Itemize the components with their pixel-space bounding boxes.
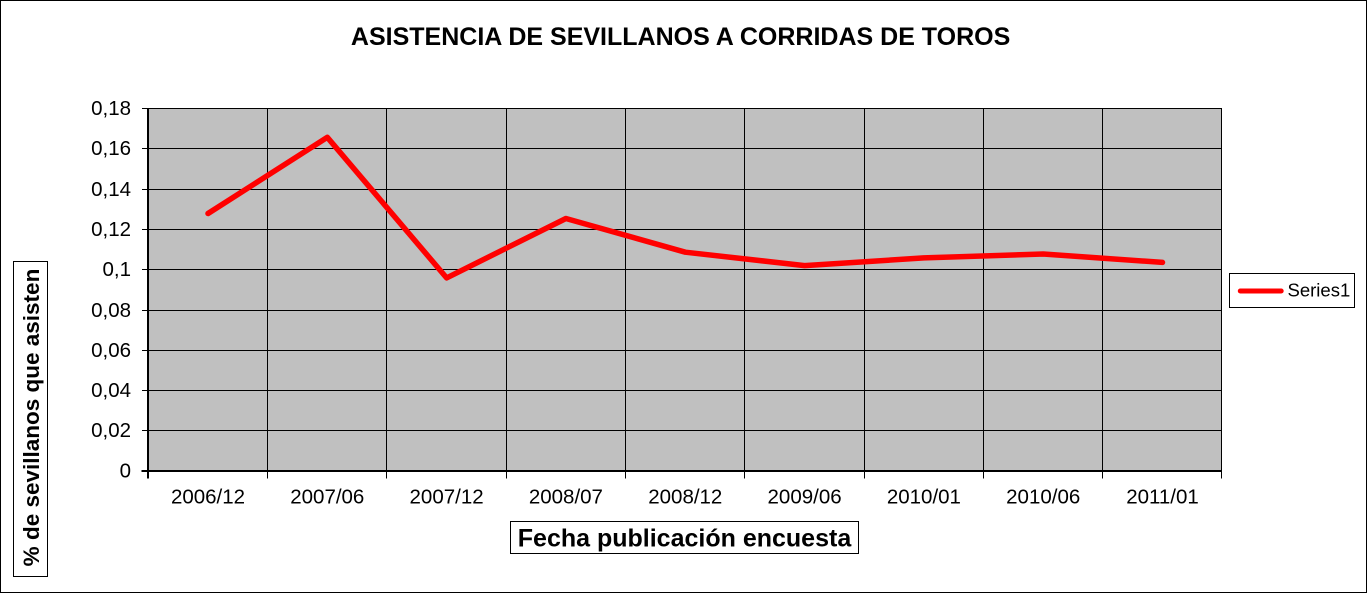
svg-text:0,08: 0,08 — [91, 299, 131, 322]
svg-text:0,06: 0,06 — [91, 339, 131, 362]
svg-text:Series1: Series1 — [1288, 280, 1351, 301]
svg-text:ASISTENCIA DE SEVILLANOS A COR: ASISTENCIA DE SEVILLANOS A CORRIDAS DE T… — [351, 23, 1010, 51]
svg-text:2008/12: 2008/12 — [648, 486, 722, 509]
svg-text:2009/06: 2009/06 — [768, 486, 842, 509]
svg-text:Fecha publicación encuesta: Fecha publicación encuesta — [518, 524, 853, 552]
svg-text:2011/01: 2011/01 — [1126, 486, 1199, 509]
svg-text:2007/06: 2007/06 — [290, 486, 364, 509]
svg-text:% de sevillanos que asisten: % de sevillanos que asisten — [19, 269, 44, 567]
svg-text:0: 0 — [120, 460, 131, 483]
svg-text:2007/12: 2007/12 — [410, 486, 484, 509]
svg-text:0,18: 0,18 — [91, 97, 131, 120]
svg-text:0,12: 0,12 — [91, 218, 131, 241]
svg-text:0,16: 0,16 — [91, 137, 131, 160]
svg-text:0,14: 0,14 — [91, 178, 131, 201]
svg-text:2006/12: 2006/12 — [171, 486, 245, 509]
svg-text:2010/01: 2010/01 — [887, 486, 961, 509]
svg-text:0,1: 0,1 — [103, 258, 132, 281]
svg-text:2008/07: 2008/07 — [529, 486, 603, 509]
svg-text:0,02: 0,02 — [91, 419, 131, 442]
svg-text:0,04: 0,04 — [91, 379, 131, 402]
svg-text:2010/06: 2010/06 — [1006, 486, 1080, 509]
